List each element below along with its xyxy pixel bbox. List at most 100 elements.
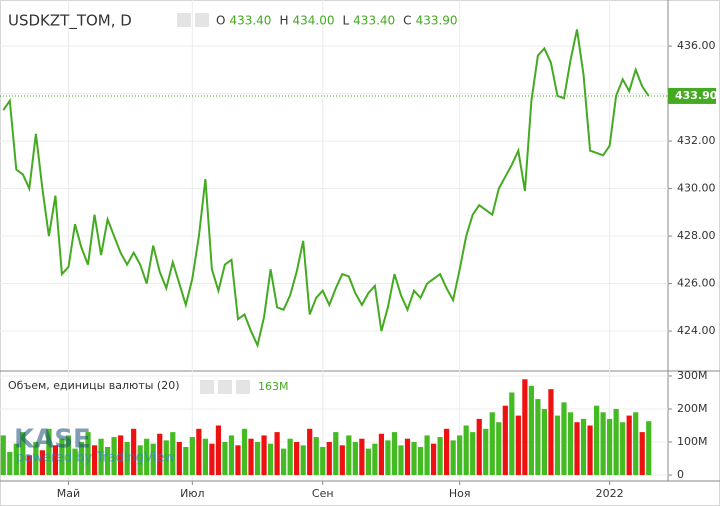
volume-bar [26,455,32,476]
x-tick-label: Ноя [449,487,471,500]
volume-bar [607,418,613,476]
price-line [2,29,650,349]
volume-bar [13,443,19,476]
volume-bar [417,446,424,476]
close-icon[interactable] [236,380,250,394]
volume-bar [444,428,450,476]
volume-bar [470,432,476,476]
volume-bar [398,445,404,476]
y-tick-label: 200M [677,402,708,415]
eye-icon[interactable] [177,13,191,27]
volume-bar [548,389,554,476]
volume-bar [457,435,463,476]
x-tick-label: Июл [180,487,205,500]
volume-bar [241,428,248,476]
eye-icon[interactable] [200,380,214,394]
volume-bar [137,445,143,476]
legend-value: 433.90 [416,14,458,28]
volume-bar [372,443,378,476]
volume-bar [404,438,411,476]
volume-bar [72,448,78,476]
volume-bar [281,448,287,476]
x-tick-label: 2022 [596,487,624,500]
volume-bar [46,428,52,476]
y-tick-label: 426.00 [677,277,716,290]
legend-key: L [342,14,349,28]
volume-bar [574,422,580,476]
legend-key: O [216,14,225,28]
settings-icon[interactable] [195,13,209,27]
volume-bar [391,432,398,476]
volume-bar [352,442,358,476]
volume-bar [33,442,39,476]
volume-bar [176,442,182,476]
volume-bar [215,425,222,476]
volume-bar [365,448,371,476]
volume-bar [541,408,548,476]
volume-bar [515,415,521,476]
volume-bar [600,412,606,476]
watermark: powered by TradingView [16,451,175,466]
volume-bar [437,437,443,476]
volume-bar [65,435,72,476]
volume-bar [118,435,124,476]
volume-bar [0,435,6,476]
volume-bar [235,445,241,476]
legend-key: C [403,14,411,28]
volume-bar [639,432,645,476]
volume-bar [124,442,130,476]
volume-value-label: 163M [258,380,289,393]
legend-value: 433.40 [229,14,271,28]
legend-value: 433.40 [353,14,395,28]
volume-bar [424,435,430,476]
volume-bar [450,440,456,476]
x-tick-label: Сен [312,487,334,500]
chart-title: USDKZT_TOM, D [8,12,132,31]
volume-bar [476,418,482,476]
volume-bar [620,422,626,476]
volume-bar [385,440,391,476]
volume-bar [613,408,619,476]
volume-bar [157,433,163,476]
volume-bar [580,418,587,476]
volume-bar [228,435,235,476]
volume-bar [59,438,65,476]
volume-bar [196,428,202,476]
settings-icon[interactable] [218,380,232,394]
volume-bar [183,446,189,476]
volume-bar [567,412,574,476]
volume-bar [496,422,502,476]
volume-bar [320,446,326,476]
volume-bar [346,435,352,476]
volume-bar [300,445,306,476]
legend-value: 434.00 [292,14,334,28]
y-tick-label: 428.00 [677,229,716,242]
volume-bar [561,402,567,476]
volume-bar [554,415,561,476]
volume-bar [261,435,267,476]
y-tick-label: 0 [677,468,684,481]
last-price-label: 433.90 [675,89,718,102]
volume-bar [189,437,195,476]
volume-bar [85,432,91,476]
volume-bar [91,445,98,476]
y-tick-label: 100M [677,435,708,448]
volume-title: Объем, единицы валюты (20) [8,379,180,392]
volume-bar [502,405,508,476]
volume-bar [150,443,156,476]
volume-bar [633,412,639,476]
volume-bar [463,425,469,476]
y-tick-label: 424.00 [677,324,716,337]
volume-bar [307,428,313,476]
volume-bar [378,433,385,476]
volume-bar [7,451,13,476]
volume-bar [522,379,528,476]
volume-bar [248,438,254,476]
volume-bar [52,445,59,476]
volume-bar [646,421,652,476]
volume-bar [593,405,600,476]
last-price-box [668,87,716,104]
volume-bar [131,428,137,476]
volume-bar [333,432,339,476]
